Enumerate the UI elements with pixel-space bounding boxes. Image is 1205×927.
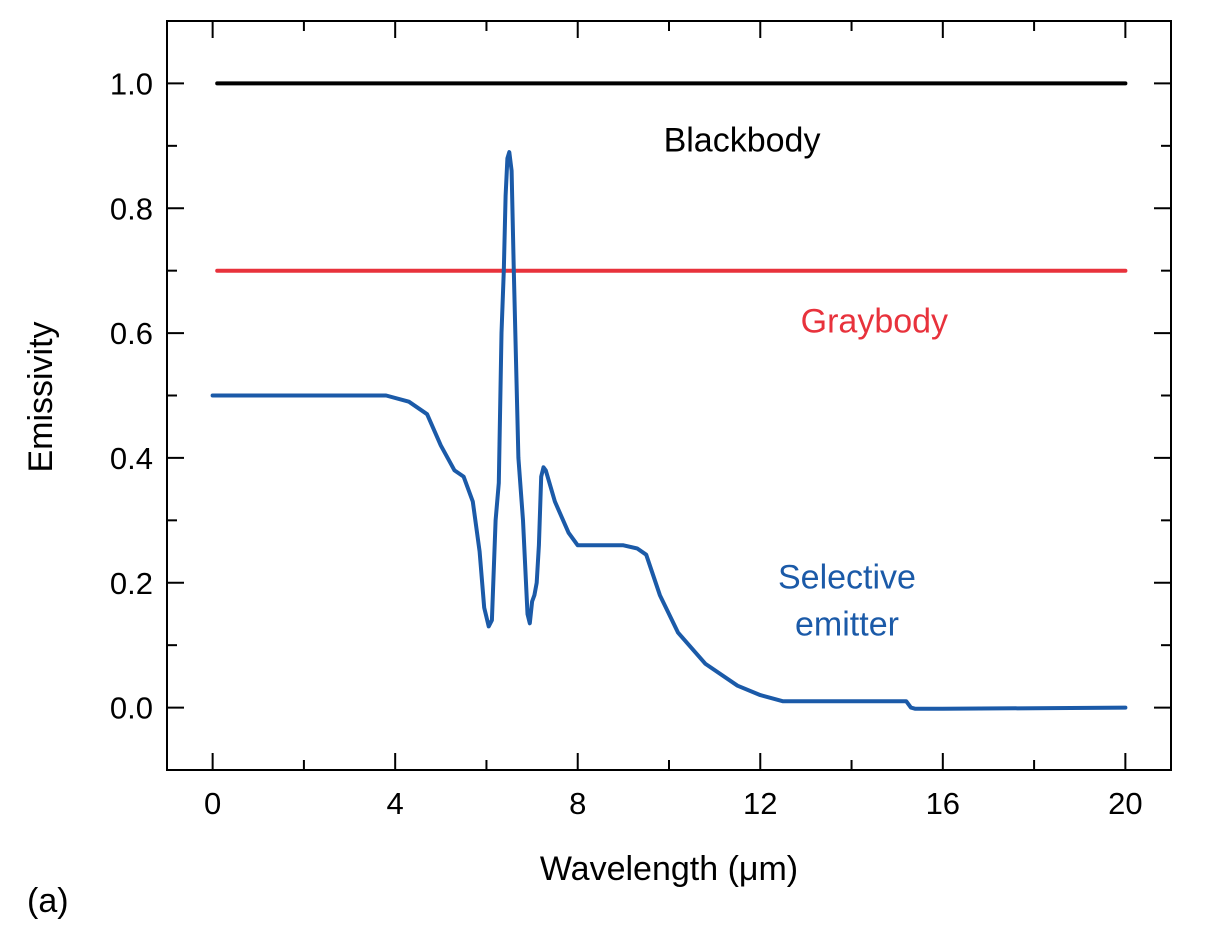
x-tick-label: 12 <box>743 786 777 821</box>
y-tick-label: 1.0 <box>110 66 153 101</box>
series-annotations: Blackbody Graybody Selective emitter <box>664 122 948 644</box>
x-tick-label: 20 <box>1108 786 1142 821</box>
data-series <box>210 81 1128 711</box>
blackbody-label: Blackbody <box>664 122 821 160</box>
y-tick-label: 0.8 <box>110 191 153 226</box>
panel-label: (a) <box>27 882 69 920</box>
x-tick-label: 16 <box>926 786 960 821</box>
y-tick-label: 0.0 <box>110 691 153 726</box>
x-tick-label: 0 <box>204 786 221 821</box>
y-tick-label: 0.6 <box>110 316 153 351</box>
axis-tick-labels: 0 4 8 12 16 20 0.0 0.2 0.4 0.6 0.8 1.0 <box>110 66 1143 821</box>
x-axis-label: Wavelength (μm) <box>540 850 798 888</box>
y-tick-label: 0.2 <box>110 566 153 601</box>
selective-label: Selective <box>778 559 916 597</box>
axis-ticks <box>167 21 1171 770</box>
selective-emitter-line <box>210 150 1128 711</box>
y-tick-label: 0.4 <box>110 441 153 476</box>
x-tick-label: 8 <box>569 786 586 821</box>
emitter-label: emitter <box>795 605 899 643</box>
graybody-label: Graybody <box>801 303 948 341</box>
y-axis-label: Emissivity <box>22 321 60 472</box>
x-tick-label: 4 <box>387 786 404 821</box>
